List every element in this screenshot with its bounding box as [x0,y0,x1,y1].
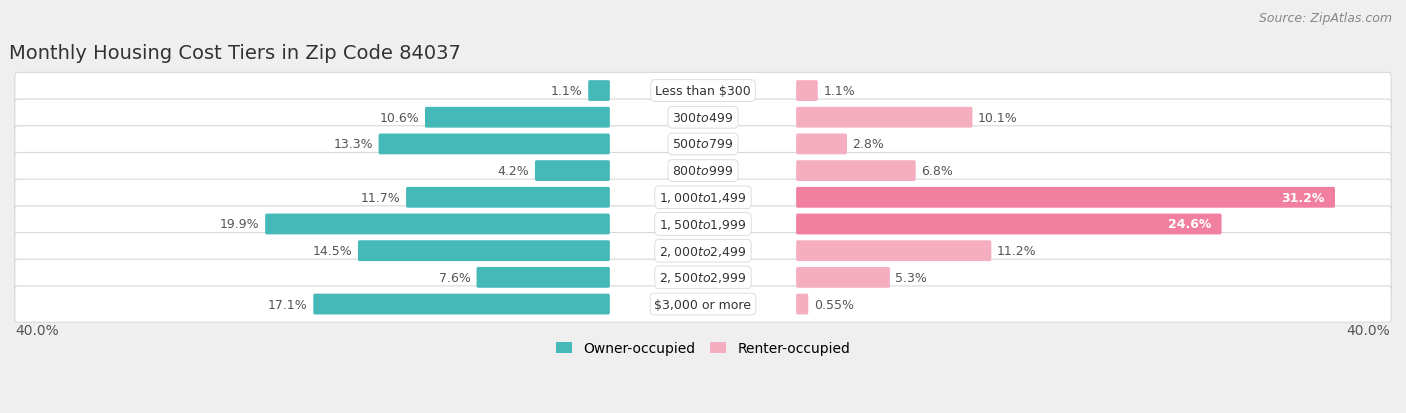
FancyBboxPatch shape [425,107,610,128]
Text: $1,500 to $1,999: $1,500 to $1,999 [659,218,747,231]
Text: 13.3%: 13.3% [333,138,373,151]
Text: 11.2%: 11.2% [997,244,1036,258]
Text: Less than $300: Less than $300 [655,85,751,98]
FancyBboxPatch shape [15,73,1391,109]
FancyBboxPatch shape [796,294,808,315]
Text: 5.3%: 5.3% [896,271,928,284]
FancyBboxPatch shape [15,260,1391,296]
Text: 10.1%: 10.1% [979,112,1018,124]
Text: $1,000 to $1,499: $1,000 to $1,499 [659,191,747,205]
FancyBboxPatch shape [588,81,610,102]
FancyBboxPatch shape [15,180,1391,216]
Text: 19.9%: 19.9% [221,218,260,231]
FancyBboxPatch shape [796,134,846,155]
Text: 0.55%: 0.55% [814,298,853,311]
Text: 1.1%: 1.1% [551,85,582,98]
FancyBboxPatch shape [796,161,915,182]
FancyBboxPatch shape [359,241,610,261]
Text: 6.8%: 6.8% [921,165,953,178]
FancyBboxPatch shape [15,286,1391,323]
FancyBboxPatch shape [796,241,991,261]
FancyBboxPatch shape [15,206,1391,242]
Text: 2.8%: 2.8% [852,138,884,151]
Text: Monthly Housing Cost Tiers in Zip Code 84037: Monthly Housing Cost Tiers in Zip Code 8… [8,44,461,63]
FancyBboxPatch shape [796,107,973,128]
Text: 40.0%: 40.0% [15,323,59,337]
Text: 7.6%: 7.6% [439,271,471,284]
FancyBboxPatch shape [796,214,1222,235]
FancyBboxPatch shape [477,267,610,288]
FancyBboxPatch shape [15,153,1391,189]
Text: $800 to $999: $800 to $999 [672,165,734,178]
FancyBboxPatch shape [378,134,610,155]
Text: $300 to $499: $300 to $499 [672,112,734,124]
Text: 1.1%: 1.1% [824,85,855,98]
FancyBboxPatch shape [796,81,818,102]
Text: 14.5%: 14.5% [312,244,353,258]
Text: 17.1%: 17.1% [269,298,308,311]
Text: $2,000 to $2,499: $2,000 to $2,499 [659,244,747,258]
Text: 40.0%: 40.0% [1347,323,1391,337]
Text: $2,500 to $2,999: $2,500 to $2,999 [659,271,747,285]
Text: 10.6%: 10.6% [380,112,419,124]
Text: Source: ZipAtlas.com: Source: ZipAtlas.com [1258,12,1392,25]
FancyBboxPatch shape [15,233,1391,269]
FancyBboxPatch shape [796,267,890,288]
FancyBboxPatch shape [406,188,610,208]
FancyBboxPatch shape [796,188,1334,208]
FancyBboxPatch shape [314,294,610,315]
FancyBboxPatch shape [534,161,610,182]
Text: 4.2%: 4.2% [498,165,530,178]
FancyBboxPatch shape [15,126,1391,163]
Text: $3,000 or more: $3,000 or more [655,298,751,311]
FancyBboxPatch shape [266,214,610,235]
Text: 11.7%: 11.7% [361,191,401,204]
Text: 31.2%: 31.2% [1282,191,1324,204]
FancyBboxPatch shape [15,100,1391,136]
Text: 24.6%: 24.6% [1168,218,1212,231]
Legend: Owner-occupied, Renter-occupied: Owner-occupied, Renter-occupied [550,336,856,361]
Text: $500 to $799: $500 to $799 [672,138,734,151]
